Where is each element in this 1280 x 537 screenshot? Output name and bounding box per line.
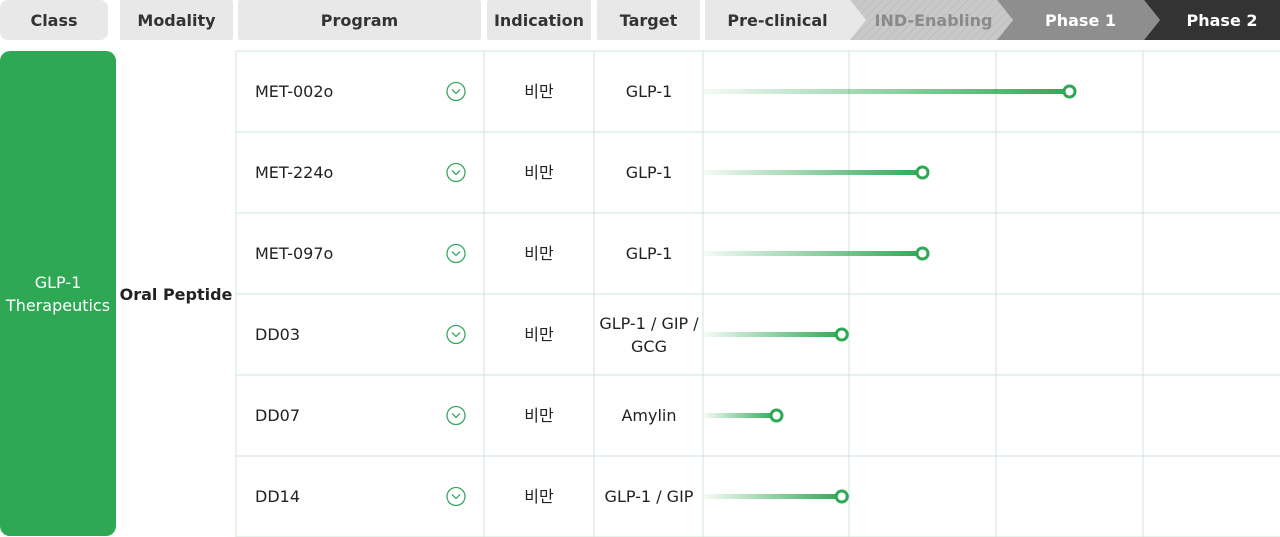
progress-end <box>1062 84 1077 99</box>
indication-label: 비만 <box>524 406 554 425</box>
stage-header <box>705 0 866 40</box>
stage-header <box>997 0 1160 40</box>
stage-label: Phase 1 <box>1045 10 1116 30</box>
progress-bar <box>704 413 777 418</box>
header-label: Class <box>30 10 78 30</box>
indication-label: 비만 <box>524 325 554 344</box>
indication-label: 비만 <box>524 163 554 182</box>
expand-icon <box>451 89 461 95</box>
program-label: DD07 <box>255 406 300 425</box>
expand-icon <box>446 162 466 183</box>
class-cell <box>0 51 116 536</box>
progress-end <box>834 489 849 504</box>
expand-icon <box>446 81 466 102</box>
progress-end <box>769 408 784 423</box>
target-label: GLP-1 <box>625 244 673 263</box>
expand-icon <box>446 486 466 507</box>
target-label: GLP-1 <box>625 163 673 182</box>
indication-label: 비만 <box>524 487 554 506</box>
target-label: GLP-1 / GIP / GCG <box>599 313 699 356</box>
header-cell <box>487 0 591 40</box>
target-label: GLP-1 <box>625 82 673 101</box>
expand-icon <box>446 243 466 264</box>
header-cell <box>0 0 108 40</box>
progress-bar <box>704 89 1070 94</box>
progress-end <box>834 327 849 342</box>
progress-bar <box>704 494 842 499</box>
expand-icon <box>451 170 461 176</box>
indication-label: 비만 <box>524 244 554 263</box>
target-label: Amylin <box>621 406 677 425</box>
stage-header <box>850 0 1013 40</box>
stage-label: Pre-clinical <box>727 10 828 30</box>
header-label: Target <box>619 10 678 30</box>
expand-icon <box>451 251 461 257</box>
expand-icon <box>446 324 466 345</box>
target-label: GLP-1 / GIP <box>604 487 694 506</box>
modality-label: Oral Peptide <box>119 284 233 304</box>
progress-bar <box>704 332 842 337</box>
progress-end <box>915 165 930 180</box>
program-label: DD03 <box>255 325 300 344</box>
header-label: Modality <box>137 10 216 30</box>
class-label: GLP-1 Therapeutics <box>5 273 111 315</box>
expand-icon <box>451 494 461 500</box>
progress-bar <box>704 251 923 256</box>
stage-label: IND-Enabling <box>874 10 993 30</box>
progress-end <box>915 246 930 261</box>
program-label: MET-002o <box>255 82 334 101</box>
expand-icon <box>446 405 466 426</box>
program-label: MET-097o <box>255 244 334 263</box>
indication-label: 비만 <box>524 82 554 101</box>
progress-bar <box>704 170 923 175</box>
header-label: Program <box>320 10 399 30</box>
header-cell <box>238 0 481 40</box>
stage-label: Phase 2 <box>1186 10 1258 30</box>
header-cell <box>597 0 700 40</box>
expand-icon <box>451 332 461 338</box>
header-label: Indication <box>493 10 585 30</box>
stage-header <box>1144 0 1280 40</box>
program-label: DD14 <box>255 487 300 506</box>
header-cell <box>120 0 233 40</box>
program-label: MET-224o <box>255 163 334 182</box>
expand-icon <box>451 413 461 419</box>
